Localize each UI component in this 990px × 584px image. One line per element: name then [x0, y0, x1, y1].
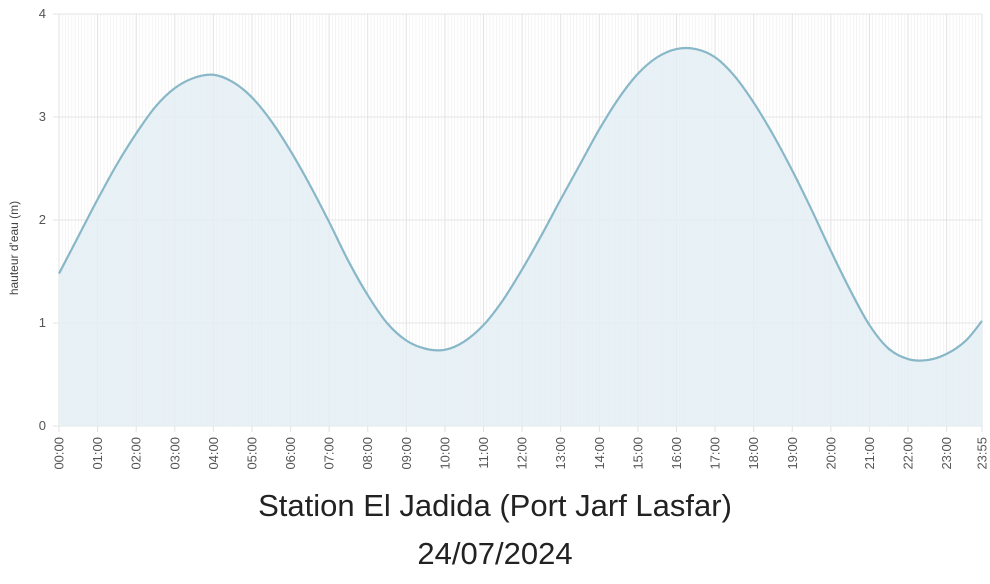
y-tick-label: 2 [39, 212, 46, 227]
tide-chart: 0 1 2 3 4 00:00 01:00 02:00 03:00 04:00 05:00 06:0… [7, 6, 990, 470]
y-axis: 0 1 2 3 4 [39, 6, 46, 433]
x-tick-label: 21:00 [862, 437, 877, 470]
x-tick-label: 16:00 [669, 437, 684, 470]
x-tick-label: 08:00 [360, 437, 375, 470]
tide-area [59, 47, 982, 427]
x-tick-label: 17:00 [708, 437, 723, 470]
x-axis: 00:00 01:00 02:00 03:00 04:00 05:00 06:00 07:00… [52, 437, 990, 470]
y-tick-label: 1 [39, 315, 46, 330]
y-tick-label: 4 [39, 6, 46, 21]
tide-line [58, 46, 983, 362]
x-tick-label: 09:00 [399, 437, 414, 470]
x-tick-label: 14:00 [592, 437, 607, 470]
x-tick-label: 23:00 [939, 437, 954, 470]
x-tick-label: 00:00 [52, 437, 67, 470]
x-tick-label: 19:00 [785, 437, 800, 470]
x-tick-label: 20:00 [823, 437, 838, 470]
y-tick-label: 3 [39, 109, 46, 124]
x-tick-label: 05:00 [244, 437, 259, 470]
x-tick-label: 06:00 [283, 437, 298, 470]
x-tick-label: 23:55 [975, 437, 990, 470]
area-layer [58, 46, 983, 427]
x-tick-label: 10:00 [437, 437, 452, 470]
chart-title: Station El Jadida (Port Jarf Lasfar) [258, 488, 732, 523]
x-tick-label: 22:00 [901, 437, 916, 470]
y-tick-label: 0 [39, 418, 46, 433]
x-tick-label: 18:00 [746, 437, 761, 470]
x-tick-label: 04:00 [206, 437, 221, 470]
y-axis-label: hauteur d'eau (m) [7, 201, 21, 295]
chart-subtitle: 24/07/2024 [417, 536, 573, 571]
x-tick-label: 01:00 [90, 437, 105, 470]
x-tick-label: 07:00 [322, 437, 337, 470]
x-tick-label: 02:00 [129, 437, 144, 470]
x-tick-label: 03:00 [167, 437, 182, 470]
x-tick-label: 11:00 [476, 437, 491, 469]
x-tick-label: 13:00 [553, 437, 568, 470]
x-tick-label: 12:00 [515, 437, 530, 470]
x-tick-label: 15:00 [630, 437, 645, 470]
